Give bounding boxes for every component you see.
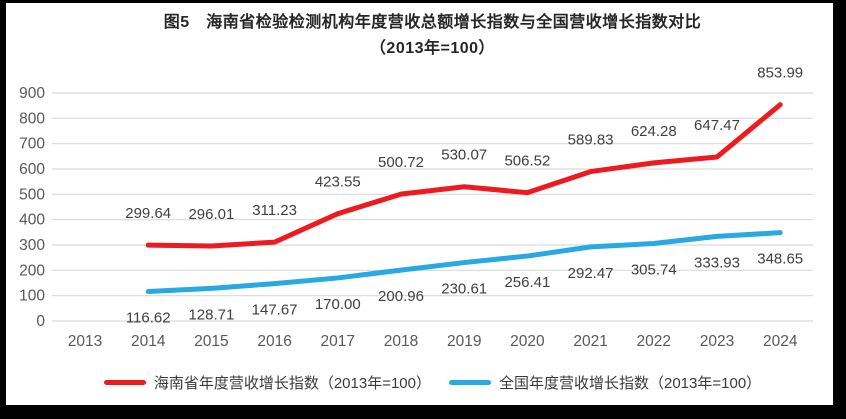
data-label-hainan: 423.55 bbox=[315, 174, 361, 191]
data-label-hainan: 311.23 bbox=[252, 202, 297, 219]
y-axis-tick-label: 600 bbox=[19, 161, 45, 178]
x-axis-tick-label: 2022 bbox=[637, 333, 671, 350]
y-axis-tick-label: 900 bbox=[19, 85, 45, 102]
data-label-national: 128.71 bbox=[188, 306, 234, 323]
x-axis-tick-label: 2018 bbox=[384, 333, 418, 350]
data-label-hainan: 530.07 bbox=[441, 147, 487, 164]
data-label-national: 256.41 bbox=[504, 274, 550, 291]
y-axis-tick-label: 200 bbox=[19, 262, 45, 279]
data-label-national: 333.93 bbox=[694, 254, 740, 271]
legend-label-national: 全国年度营收增长指数（2013年=100） bbox=[499, 374, 762, 392]
y-axis-tick-label: 300 bbox=[19, 237, 45, 254]
legend-line-red-icon bbox=[103, 379, 146, 385]
chart-title-line1: 图5 海南省检验检测机构年度营收总额增长指数与全国营收增长指数对比 bbox=[163, 14, 702, 31]
x-axis-tick-label: 2024 bbox=[763, 333, 798, 350]
legend-line-blue-icon bbox=[449, 379, 491, 385]
data-label-hainan: 299.64 bbox=[125, 205, 171, 222]
x-axis-tick-label: 2016 bbox=[257, 333, 291, 350]
data-label-hainan: 647.47 bbox=[694, 117, 740, 134]
data-label-national: 170.00 bbox=[315, 296, 361, 313]
data-label-national: 305.74 bbox=[631, 262, 677, 279]
y-axis-tick-label: 700 bbox=[19, 136, 45, 153]
data-label-national: 116.62 bbox=[126, 309, 171, 326]
line-chart-plot: 0 100 200 300 400 500 600 700 800 900 2013 2014 2015… bbox=[19, 65, 813, 350]
x-axis-tick-label: 2021 bbox=[573, 333, 607, 350]
x-axis-tick-label: 2015 bbox=[194, 333, 228, 350]
data-label-national: 200.96 bbox=[378, 288, 424, 305]
x-axis-tick-label: 2014 bbox=[131, 333, 166, 350]
legend-label-hainan: 海南省年度营收增长指数（2013年=100） bbox=[153, 374, 431, 392]
x-axis-tick-label: 2019 bbox=[447, 333, 481, 350]
data-label-national: 348.65 bbox=[757, 251, 803, 268]
series-line-national bbox=[145, 230, 783, 294]
data-label-hainan: 853.99 bbox=[757, 65, 803, 82]
data-label-national: 230.61 bbox=[441, 281, 487, 298]
chart-canvas: 0 100 200 300 400 500 600 700 800 900 2013 2014 2015… bbox=[6, 3, 833, 405]
x-axis-tick-label: 2017 bbox=[321, 333, 355, 350]
data-label-hainan: 506.52 bbox=[504, 153, 550, 170]
data-label-national: 292.47 bbox=[568, 265, 614, 282]
x-axis-tick-label: 2013 bbox=[68, 333, 102, 350]
series-line-hainan bbox=[145, 102, 783, 249]
data-label-hainan: 500.72 bbox=[378, 154, 424, 171]
y-axis-tick-label: 800 bbox=[19, 110, 45, 127]
legend-item-national: 全国年度营收增长指数（2013年=100） bbox=[449, 372, 761, 393]
y-axis-tick-label: 0 bbox=[36, 313, 45, 330]
x-axis-tick-label: 2020 bbox=[510, 333, 545, 350]
chart-title: 图5 海南省检验检测机构年度营收总额增长指数与全国营收增长指数对比 （2013年… bbox=[52, 10, 813, 62]
y-axis-tick-label: 500 bbox=[19, 186, 45, 203]
data-label-hainan: 296.01 bbox=[188, 206, 234, 223]
chart-legend: 海南省年度营收增长指数（2013年=100） 全国年度营收增长指数（2013年=… bbox=[52, 368, 813, 396]
y-axis-tick-label: 400 bbox=[19, 212, 45, 229]
y-axis-tick-label: 100 bbox=[19, 288, 45, 305]
chart-title-line2: （2013年=100） bbox=[369, 40, 496, 57]
data-label-hainan: 589.83 bbox=[568, 132, 614, 149]
legend-item-hainan: 海南省年度营收增长指数（2013年=100） bbox=[103, 372, 431, 393]
data-label-national: 147.67 bbox=[252, 302, 298, 319]
data-label-hainan: 624.28 bbox=[631, 123, 677, 140]
x-axis-tick-label: 2023 bbox=[700, 333, 734, 350]
